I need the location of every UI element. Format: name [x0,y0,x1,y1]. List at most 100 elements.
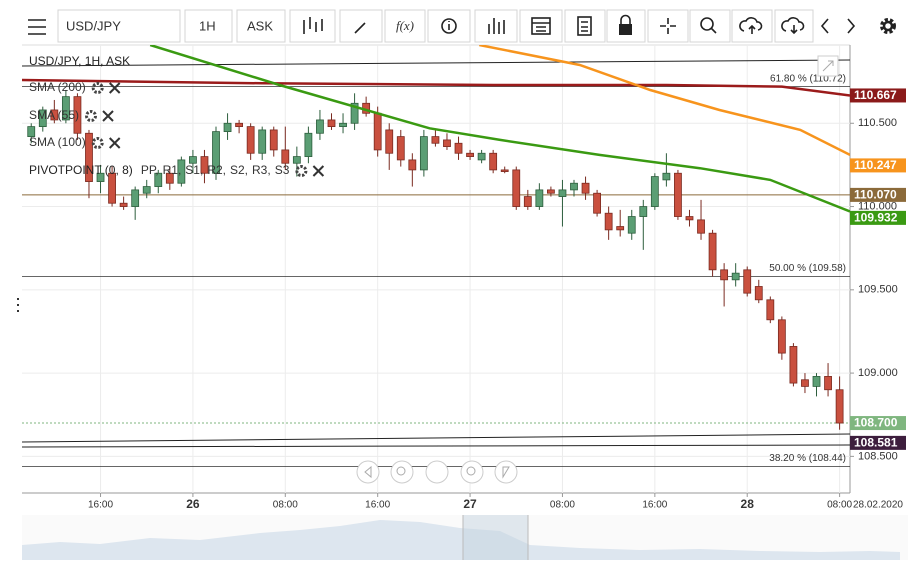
pivot-level: PP, [141,163,159,177]
download-button[interactable] [774,9,814,43]
candle-body [731,272,740,281]
navigator [22,515,908,560]
trend-line [22,59,850,67]
settings-icon[interactable] [91,137,104,149]
candle-body [662,172,671,181]
candle-body [131,189,140,207]
candle-body [558,189,567,197]
interval-button[interactable]: 1H [184,9,233,43]
trend-line [22,433,850,443]
scroll-left[interactable] [356,460,380,484]
candle-body [281,149,290,164]
candle-body [616,226,625,231]
settings-icon[interactable] [91,82,104,94]
candle-body [373,112,382,151]
y-tick-label: 108.500 [858,450,898,462]
x-tick-label: 16:00 [88,500,113,511]
upload-button[interactable] [731,9,773,43]
candle-body [489,152,498,171]
candle-body [581,182,590,194]
candle-body [223,122,232,133]
pivot-level: R3, [252,163,271,177]
candle-body [454,142,463,154]
candle-body [535,189,544,207]
chart-type-button[interactable] [289,9,336,43]
candle-body [408,159,417,171]
function-button[interactable]: f(x) [384,9,426,43]
fib-label: 61.80 % (110.72) [770,73,846,84]
menu-button[interactable] [22,12,52,42]
settings-icon[interactable] [85,110,98,122]
sma-line [479,45,850,157]
x-tick-label: 16:00 [642,500,667,511]
legend-entry: SMA (200) [29,80,86,94]
zoom-in[interactable] [460,460,484,484]
price-label-box [850,210,906,225]
back-button[interactable] [820,18,829,34]
remove-icon[interactable] [102,110,114,122]
candle-body [85,132,93,182]
price-type-button[interactable]: ASK [236,9,286,43]
candle-body [50,109,59,121]
legend: USD/JPY, 1H, ASK SMA (200) SMA (55) SMA (10… [29,54,325,177]
sma-line [149,45,850,213]
remove-icon[interactable] [108,82,121,94]
info-button[interactable] [427,9,471,43]
price-label: 109.932 [854,211,898,225]
price-label-box [850,435,906,450]
candle-body [674,172,682,217]
candle-body [177,159,186,184]
lock-button[interactable] [606,9,646,43]
calculator-button[interactable] [564,9,606,43]
crosshair-button[interactable] [647,9,689,43]
symbol-input[interactable]: USD/JPY [57,9,181,43]
candle-body [212,131,220,174]
remove-icon[interactable] [312,165,325,177]
indicator-button[interactable] [474,9,518,43]
candle-body [766,299,775,321]
candle-body [350,102,359,124]
candle-body [235,122,244,128]
candle-body [512,169,521,207]
candle-body [443,139,451,147]
candle-body [316,119,324,134]
nav-controls [356,460,518,484]
candle-body [639,206,648,217]
candle-body [246,126,255,154]
candle-body [385,129,394,154]
candle-body [269,129,278,151]
calendar-button[interactable] [519,9,563,43]
reset[interactable] [425,460,449,484]
x-tick-label: 27 [463,497,477,511]
pivot-level: R2, [207,163,226,177]
draw-button[interactable] [339,9,383,43]
candle-body [801,379,809,387]
settings-icon[interactable] [295,165,308,177]
zoom-button[interactable] [689,9,731,43]
candle-body [835,389,844,424]
candle-body [38,109,47,128]
symbol: USD/JPY [66,18,121,33]
x-tick-label: 08:00 [550,500,575,511]
candle-body [142,186,151,194]
candle-body [327,119,336,128]
legend-controls [91,82,121,94]
expand-button[interactable] [817,55,839,77]
price-label-box [850,187,906,202]
remove-icon[interactable] [108,137,121,149]
legend-entry: SMA (55) [29,108,79,122]
candle-body [61,96,70,121]
zoom-out[interactable] [390,460,414,484]
y-tick-label: 109.500 [858,284,898,296]
settings-button[interactable] [880,18,896,34]
function-label: f(x) [396,18,414,33]
toolbar: USD/JPY 1H ASK f(x) [22,9,896,43]
price-label: 110.070 [854,188,897,202]
legend-controls [85,110,114,122]
pivot-level: S3 [275,163,290,177]
price-label: 108.700 [854,416,898,430]
candle-body [477,152,486,161]
forward-button[interactable] [847,18,856,34]
candle-body [697,219,705,234]
